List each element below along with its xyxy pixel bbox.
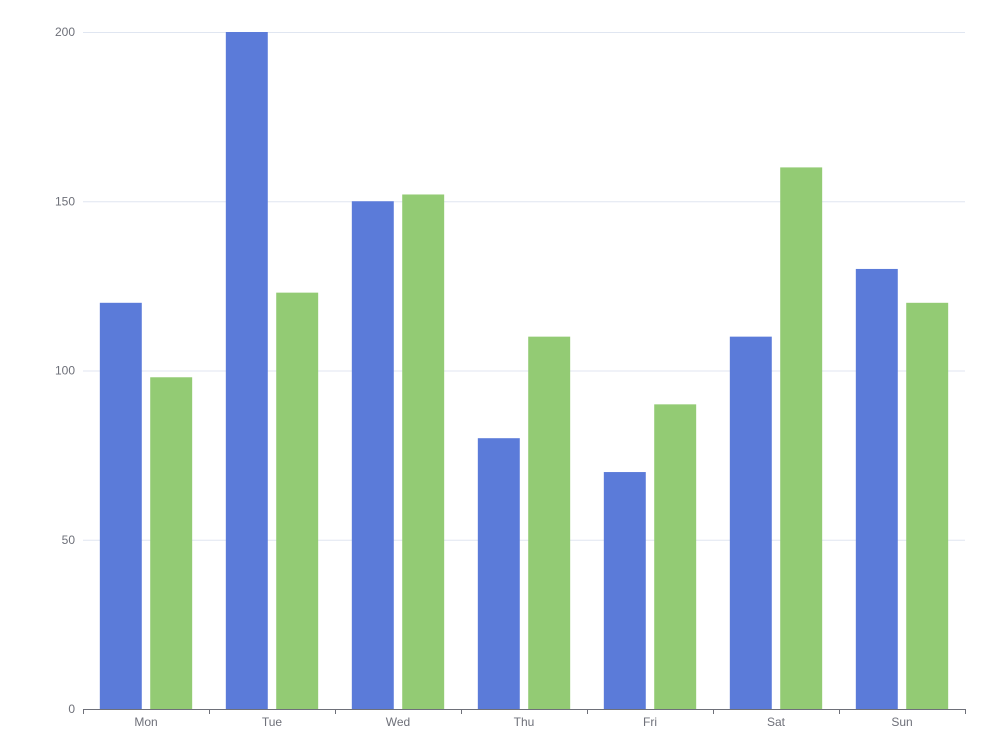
x-tick-label: Thu — [514, 715, 535, 729]
x-tick-label: Fri — [643, 715, 657, 729]
bar-series-2-sat[interactable] — [780, 167, 823, 709]
y-tick-label: 50 — [62, 533, 76, 547]
bar-series-1-mon[interactable] — [99, 302, 142, 709]
bar-series-1-fri[interactable] — [603, 472, 646, 709]
bar-series-2-fri[interactable] — [654, 404, 697, 709]
axes — [83, 709, 966, 714]
bar-series-1-wed[interactable] — [351, 201, 394, 709]
bar-series-1-sat[interactable] — [729, 336, 772, 709]
bar-series-2-mon[interactable] — [150, 377, 193, 709]
x-tick-label: Sun — [891, 715, 912, 729]
y-tick-label: 150 — [55, 194, 75, 208]
bar-series-1-sun[interactable] — [855, 268, 898, 709]
bar-series-2-thu[interactable] — [528, 336, 571, 709]
bar-series-1-thu[interactable] — [477, 438, 520, 709]
bar-series-2-wed[interactable] — [402, 194, 445, 710]
x-tick-label: Tue — [262, 715, 283, 729]
x-tick-label: Mon — [134, 715, 157, 729]
bar-series-2-tue[interactable] — [276, 292, 319, 709]
grid-lines — [83, 32, 965, 541]
y-tick-label: 200 — [55, 25, 75, 39]
bar-series-2-sun[interactable] — [906, 302, 949, 709]
tick-labels: 0 50 100 150 200 Mon Tue Wed Thu Fri Sat Sun — [55, 25, 913, 729]
x-tick-label: Wed — [386, 715, 410, 729]
bars — [99, 32, 949, 710]
x-tick-label: Sat — [767, 715, 786, 729]
y-tick-label: 100 — [55, 364, 75, 378]
y-tick-label: 0 — [68, 702, 75, 716]
bar-series-1-tue[interactable] — [225, 32, 268, 709]
